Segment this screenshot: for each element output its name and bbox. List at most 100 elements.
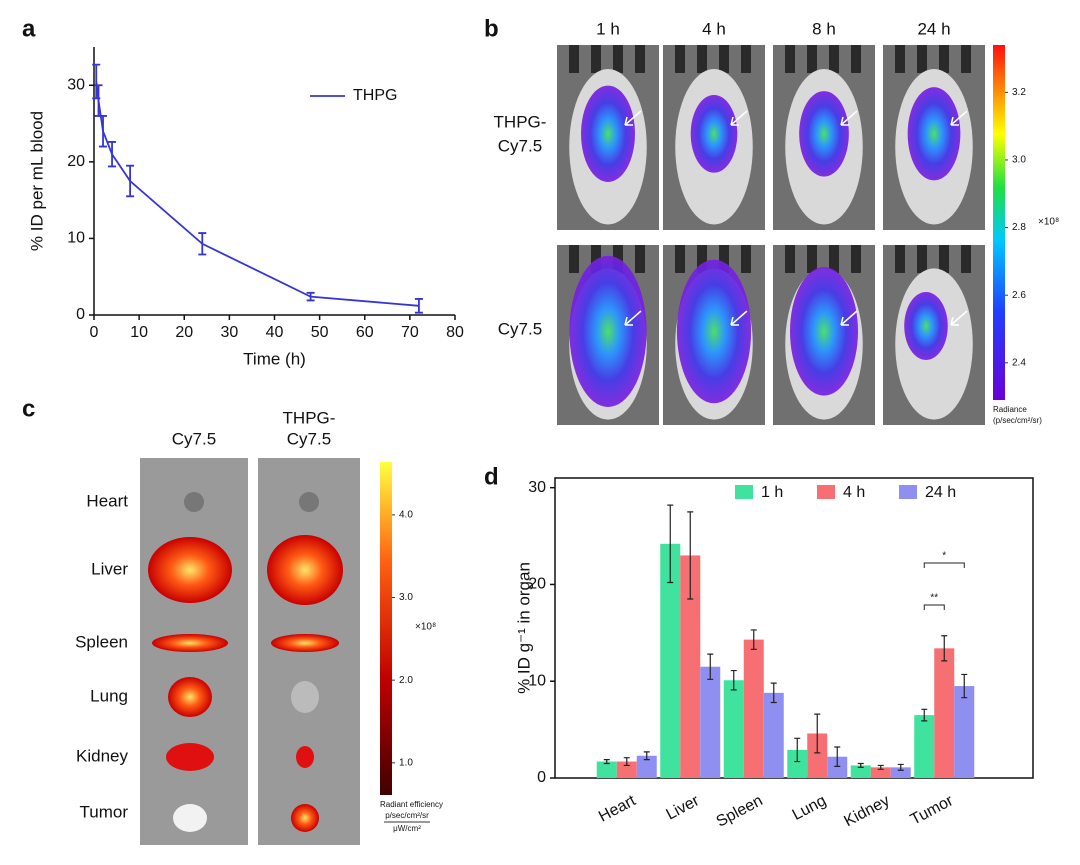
bar <box>890 767 911 778</box>
cage-bar <box>719 245 729 273</box>
colorbar-tick-label: 3.0 <box>399 592 413 603</box>
bar <box>807 733 828 778</box>
colorbar-unit: p/sec/cm²/sr <box>385 811 429 820</box>
cage-bar <box>635 45 645 73</box>
error-bar <box>897 763 904 771</box>
colorbar-tick-label: 2.0 <box>399 675 413 686</box>
bar <box>700 666 721 778</box>
colorbar-tick-label: 3.2 <box>1012 87 1026 98</box>
error-bar <box>687 511 694 600</box>
significance-bracket <box>923 562 965 568</box>
error-bar <box>857 762 864 768</box>
column-label: Cy7.5 <box>172 429 216 448</box>
x-tick-label: 80 <box>446 324 464 341</box>
organ <box>291 804 319 832</box>
arrow <box>950 310 968 326</box>
legend-label: THPG <box>353 87 397 104</box>
time-label: 24 h <box>917 19 950 38</box>
error-bar <box>306 291 315 302</box>
x-tick-label: 60 <box>356 324 374 341</box>
cage-bar <box>829 245 839 273</box>
y-tick-label: 30 <box>528 479 546 496</box>
x-tick-label: 50 <box>311 324 329 341</box>
cage-bar <box>939 245 949 273</box>
time-label: 8 h <box>812 19 836 38</box>
colorbar-tick-label: 1.0 <box>399 757 413 768</box>
cage-bar <box>675 245 685 273</box>
cage-bar <box>569 45 579 73</box>
bar <box>763 692 784 778</box>
cage-bar <box>569 245 579 273</box>
legend-swatch <box>899 485 917 499</box>
row-label: THPG- <box>494 112 547 131</box>
organ <box>296 746 314 768</box>
bar <box>616 761 637 778</box>
y-tick-label: 0 <box>76 306 85 323</box>
error-bar <box>667 504 674 584</box>
organ-label: Spleen <box>75 632 128 651</box>
cage-bar <box>741 45 751 73</box>
cage-bar <box>741 245 751 273</box>
error-bar <box>603 759 610 765</box>
error-bar <box>643 751 650 761</box>
arrow <box>950 110 968 126</box>
bar <box>743 639 764 778</box>
x-tick-label: Lung <box>790 792 829 824</box>
arrow <box>624 110 642 126</box>
error-bar <box>921 708 928 722</box>
y-tick-label: 20 <box>528 576 546 593</box>
data-line <box>95 81 419 307</box>
organ <box>173 804 207 832</box>
colorbar-tick-label: 2.4 <box>1012 357 1026 368</box>
colorbar-tick-label: 2.6 <box>1012 290 1026 301</box>
organ <box>184 492 204 512</box>
cage-bar <box>961 245 971 273</box>
bar <box>723 680 744 778</box>
error-bar <box>814 713 821 754</box>
fluorescence <box>676 259 752 404</box>
colorbar-tick-label: 3.0 <box>1012 155 1026 166</box>
organ <box>148 537 232 603</box>
error-bar <box>99 115 108 148</box>
fluorescence <box>569 255 647 407</box>
organ <box>166 743 214 771</box>
cage-bar <box>917 45 927 73</box>
error-bar <box>126 164 135 198</box>
legend-swatch <box>817 485 835 499</box>
cage-bar <box>895 245 905 273</box>
x-tick-label: 0 <box>90 324 99 341</box>
y-tick-label: 10 <box>528 672 546 689</box>
x-tick-label: 30 <box>220 324 238 341</box>
cage-bar <box>939 45 949 73</box>
cage-bar <box>591 245 601 273</box>
x-tick-label: 40 <box>266 324 284 341</box>
cage-bar <box>591 45 601 73</box>
arrow <box>730 110 748 126</box>
time-label: 4 h <box>702 19 726 38</box>
bar <box>870 767 891 778</box>
cage-bar <box>697 245 707 273</box>
organ-label: Lung <box>90 686 128 705</box>
y-tick-label: 10 <box>67 230 85 247</box>
error-bar <box>707 653 714 680</box>
organ <box>152 634 228 652</box>
x-tick-label: 70 <box>401 324 419 341</box>
fluorescence <box>789 267 859 396</box>
fluorescence <box>581 85 635 182</box>
organ-label: Tumor <box>80 802 129 821</box>
fluorescence <box>799 91 849 177</box>
organ <box>271 634 339 652</box>
error-bar <box>198 232 207 256</box>
cage-bar <box>917 245 927 273</box>
y-tick-label: 0 <box>537 769 546 786</box>
x-tick-label: Tumor <box>908 792 957 829</box>
x-axis-label: Time (h) <box>243 349 306 368</box>
x-tick-label: 20 <box>175 324 193 341</box>
arrow <box>840 310 858 326</box>
panel-letter: d <box>484 463 499 490</box>
fluorescence <box>904 291 948 361</box>
organ <box>291 681 319 713</box>
cage-bar <box>851 45 861 73</box>
significance-label: * <box>942 551 946 562</box>
error-bar <box>877 764 884 770</box>
